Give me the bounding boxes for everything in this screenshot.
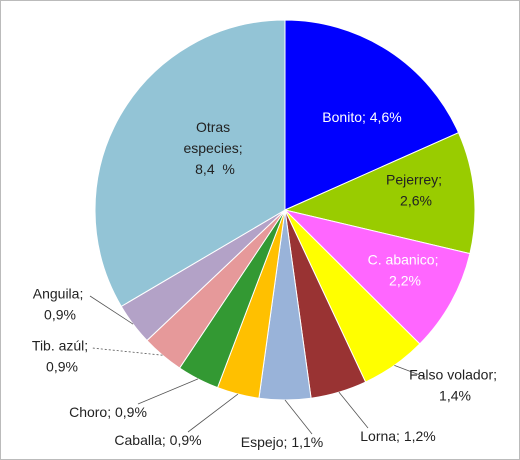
pie-slice — [284, 19, 460, 211]
data-label: Tib. azúl; 0,9% — [32, 338, 92, 375]
pie-slice — [94, 19, 286, 308]
pie-slice — [283, 209, 471, 345]
data-label: Bonito; 4,6% — [322, 109, 401, 125]
leader-line — [394, 364, 426, 378]
leader-line — [187, 393, 239, 433]
data-label: Anguila; 0,9% — [33, 286, 87, 323]
data-label: Choro; 0,9% — [69, 404, 147, 420]
leader-line — [89, 295, 134, 325]
data-label: C. abanico; 2,2% — [368, 252, 443, 289]
data-label: Otras especies; 8,4 % — [183, 119, 246, 177]
data-label: Espejo; 1,1% — [241, 434, 324, 450]
leader-line — [284, 399, 313, 435]
data-label: Falso volador; 1,4% — [409, 367, 501, 404]
leader-line — [137, 378, 199, 405]
leader-line — [338, 391, 369, 429]
pie-slice — [283, 131, 476, 255]
data-label: Pejerrey; 2,6% — [386, 172, 446, 209]
data-label: Caballa; 0,9% — [114, 432, 201, 448]
data-label: Lorna; 1,2% — [360, 428, 436, 444]
